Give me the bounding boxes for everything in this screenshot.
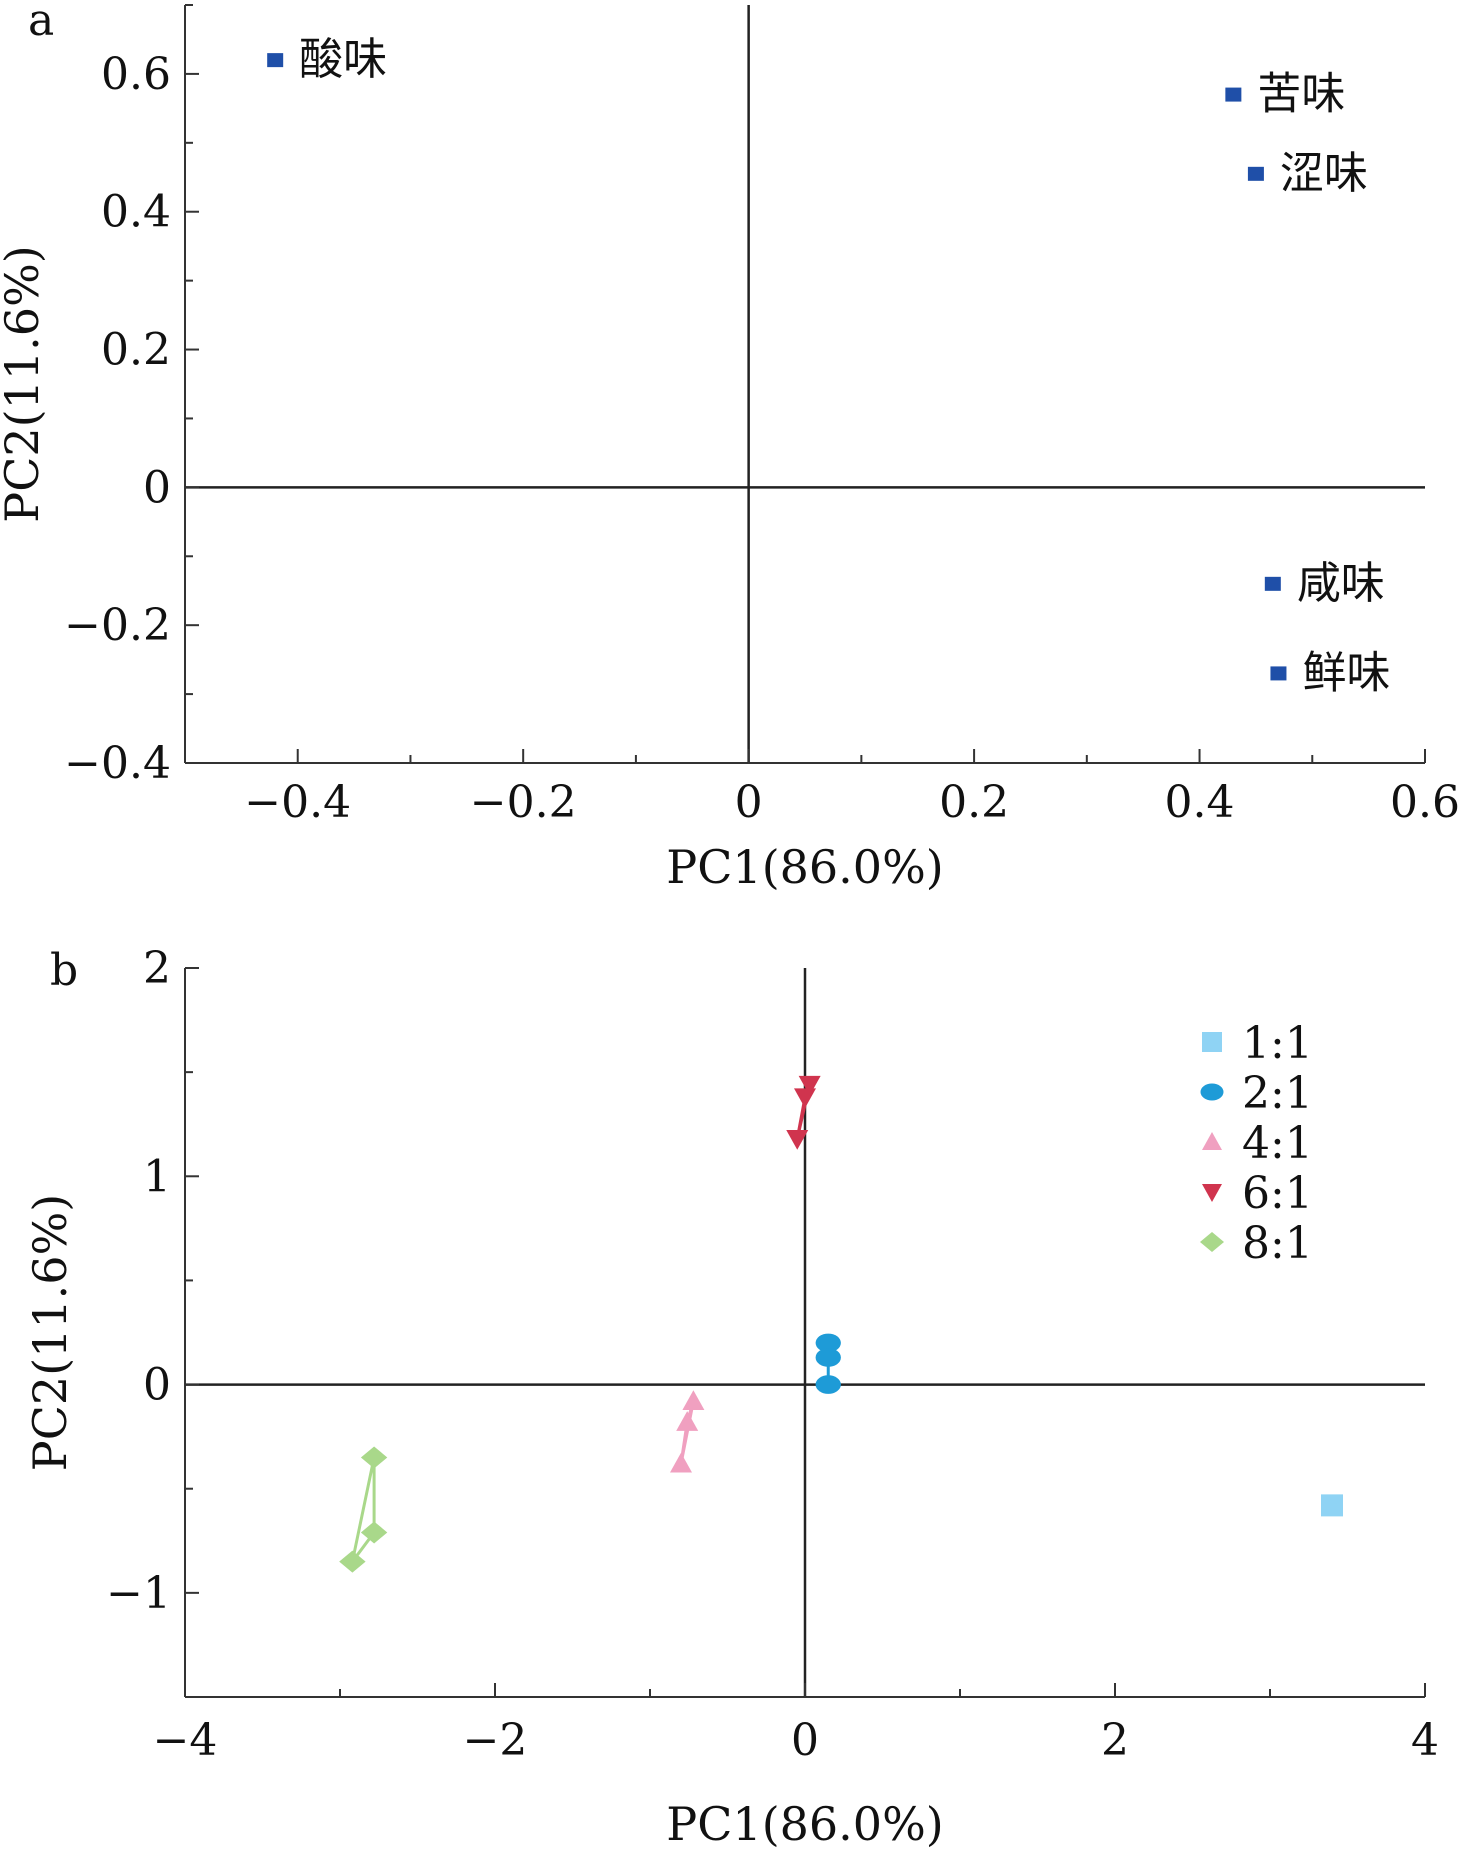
x-tick-label: 0.2 [939,777,1009,828]
x-axis-label: PC1(86.0%) [666,1797,943,1851]
data-point [815,1333,841,1353]
legend-marker [1202,1132,1222,1150]
data-point [360,1521,388,1544]
legend-marker [1200,1232,1224,1252]
data-point-label: 咸味 [1297,558,1385,609]
x-tick-label: −2 [463,1715,528,1766]
data-point [815,1375,841,1394]
chart-panel-a: −0.4 −0.2 0 0.2 0.4 0.6 −0.4 −0.2 0 0.2 0.4 0.6 PC1(… [0,0,1460,894]
data-point [670,1452,692,1473]
legend-label: 1:1 [1242,1018,1313,1069]
data-point [1225,87,1242,102]
x-tick-label: −4 [153,1715,218,1766]
x-tick-label: 0 [735,777,763,828]
data-point [794,1088,816,1109]
legend-marker [1202,1032,1222,1052]
series-hull-line [679,1400,695,1465]
x-axis-label: PC1(86.0%) [666,840,943,894]
legend-item: 4:1 [1202,1118,1313,1169]
x-tick-label: 4 [1411,1715,1439,1766]
legend-item: 6:1 [1202,1168,1313,1219]
series-6-1 [786,1075,821,1150]
legend-item: 8:1 [1200,1218,1313,1269]
data-point-label: 鲜味 [1302,647,1390,698]
series-1-1 [1321,1494,1343,1517]
series-hull-line [350,1457,376,1563]
data-point [267,53,284,68]
x-tick-label: 0.6 [1390,777,1460,828]
y-tick-label: 0.6 [101,49,171,100]
data-point-label: 苦味 [1257,69,1345,120]
y-axis-label: PC2(11.6%) [23,1194,77,1471]
y-tick-label: 1 [143,1151,171,1202]
series-4-1 [670,1390,705,1473]
y-tick-label: 2 [143,943,171,994]
legend-label: 6:1 [1242,1168,1313,1219]
data-point-label: 酸味 [299,34,387,85]
y-axis-label: PC2(11.6%) [0,245,49,522]
y-tick-label: 0 [143,1360,171,1411]
y-tick-label: −0.2 [64,600,171,651]
legend: 1:12:14:16:18:1 [1200,1018,1313,1269]
x-tick-label: 0.4 [1165,777,1235,828]
data-point [815,1348,841,1367]
legend-marker [1200,1083,1224,1101]
data-point [1321,1494,1343,1517]
data-point [1270,666,1287,681]
panel-label: b [50,945,78,996]
y-tick-label: 0.2 [101,325,171,376]
data-point [360,1446,388,1469]
y-tick-label: −1 [106,1568,171,1619]
x-tick-label: 2 [1101,1715,1129,1766]
y-tick-label: 0 [143,462,171,513]
legend-label: 4:1 [1242,1118,1313,1169]
data-point [682,1390,705,1411]
data-point [676,1411,699,1431]
legend-item: 1:1 [1202,1018,1313,1069]
x-tick-label: 0 [791,1715,819,1766]
y-tick-label: −0.4 [64,738,171,789]
data-point-label: 涩味 [1280,148,1368,199]
x-tick-label: −0.4 [244,777,351,828]
series-2-1 [815,1333,841,1394]
data-point [339,1550,366,1573]
data-point [1247,166,1264,181]
data-point [786,1129,809,1150]
legend-label: 2:1 [1242,1068,1313,1119]
x-tick-label: −0.2 [470,777,577,828]
series-8-1 [339,1446,388,1573]
panel-label: a [28,0,54,46]
y-tick-label: 0.4 [101,187,171,238]
legend-marker [1202,1184,1222,1202]
legend-label: 8:1 [1242,1218,1313,1269]
data-point [1264,576,1281,591]
data-point [798,1075,821,1096]
legend-item: 2:1 [1200,1068,1313,1119]
chart-panel-b: −4 −2 0 2 4 −1 0 1 2 PC1(86.0%) PC2(11.6%) b 1:12:14… [23,943,1439,1851]
